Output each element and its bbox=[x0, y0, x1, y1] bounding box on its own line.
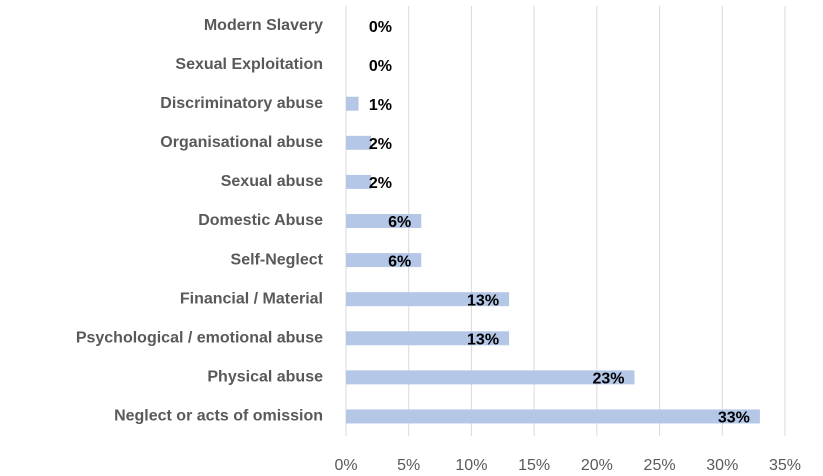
x-tick-label: 35% bbox=[769, 457, 801, 474]
x-tick-label: 25% bbox=[644, 457, 676, 474]
y-tick-label: Discriminatory abuse bbox=[160, 95, 323, 112]
bar bbox=[346, 370, 635, 385]
y-tick-label: Domestic Abuse bbox=[198, 212, 323, 229]
x-tick-label: 5% bbox=[397, 457, 420, 474]
value-label: 2% bbox=[369, 175, 392, 192]
x-tick-label: 20% bbox=[581, 457, 613, 474]
y-tick-label: Physical abuse bbox=[207, 369, 323, 386]
value-label: 13% bbox=[467, 292, 499, 309]
y-tick-label: Neglect or acts of omission bbox=[114, 408, 323, 425]
value-label: 23% bbox=[592, 371, 624, 388]
bar bbox=[346, 96, 359, 111]
y-tick-label: Self-Neglect bbox=[231, 251, 324, 268]
bar bbox=[346, 292, 510, 307]
x-tick-label: 30% bbox=[706, 457, 738, 474]
y-tick-label: Organisational abuse bbox=[160, 134, 323, 151]
x-tick-label: 10% bbox=[455, 457, 487, 474]
bar bbox=[346, 214, 422, 228]
y-tick-label: Sexual abuse bbox=[221, 173, 323, 190]
bar bbox=[346, 409, 760, 424]
y-tick-label: Sexual Exploitation bbox=[175, 56, 323, 73]
value-label: 0% bbox=[369, 19, 392, 36]
y-tick-label: Psychological / emotional abuse bbox=[76, 329, 323, 346]
value-label: 6% bbox=[388, 253, 411, 270]
bar bbox=[346, 253, 422, 268]
bar bbox=[346, 174, 372, 189]
value-label: 0% bbox=[369, 58, 392, 75]
value-label: 2% bbox=[369, 136, 392, 153]
value-label: 13% bbox=[467, 331, 499, 348]
x-tick-label: 0% bbox=[334, 457, 357, 474]
value-label: 33% bbox=[718, 410, 750, 427]
value-label: 6% bbox=[388, 214, 411, 231]
x-tick-label: 15% bbox=[518, 457, 550, 474]
bar bbox=[346, 135, 372, 150]
y-tick-label: Modern Slavery bbox=[204, 17, 323, 34]
value-label: 1% bbox=[369, 97, 392, 114]
bar bbox=[346, 331, 510, 346]
y-tick-label: Financial / Material bbox=[180, 290, 323, 307]
